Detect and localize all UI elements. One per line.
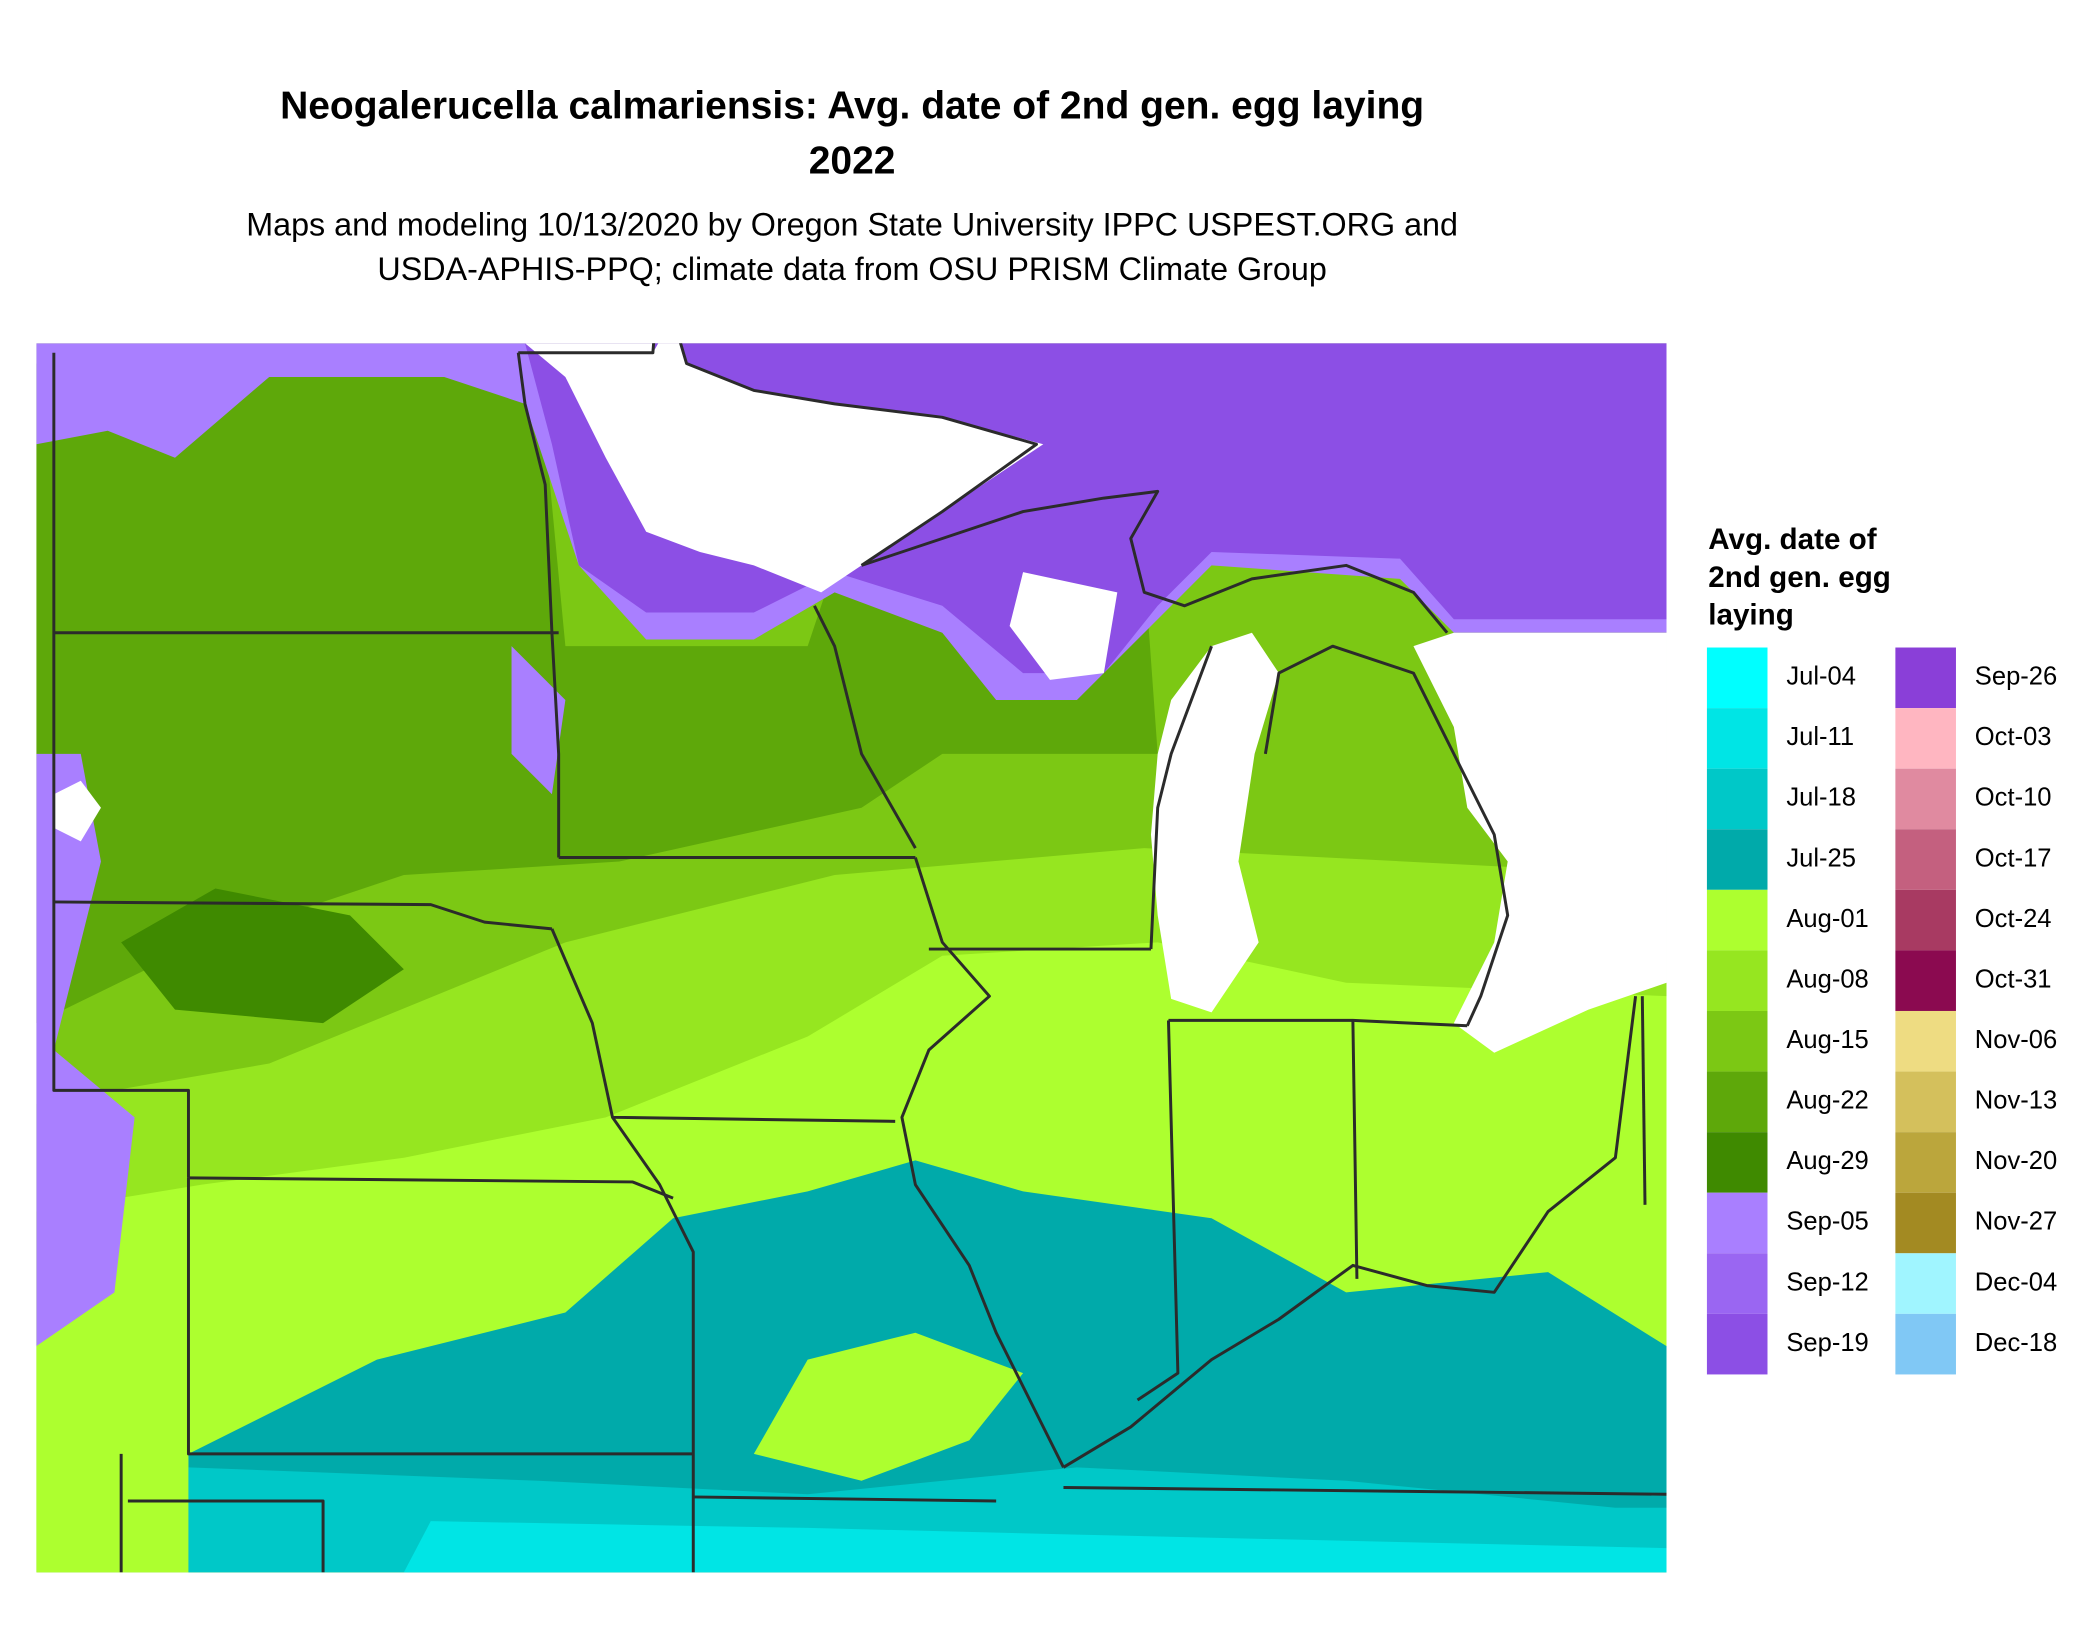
legend-swatch bbox=[1706, 1253, 1768, 1314]
outside-area bbox=[1009, 572, 1118, 680]
legend-swatch bbox=[1706, 1313, 1768, 1375]
map-area bbox=[36, 343, 1667, 1573]
legend-swatch bbox=[1706, 829, 1768, 890]
legend-swatch bbox=[1895, 768, 1956, 830]
legend-swatch bbox=[1706, 1010, 1768, 1072]
border bbox=[693, 1495, 997, 1503]
border bbox=[52, 352, 190, 1178]
legend-label: Aug-22 bbox=[1786, 1087, 1868, 1115]
legend-swatch bbox=[1706, 950, 1768, 1011]
border bbox=[127, 1499, 325, 1573]
legend-swatch bbox=[1895, 647, 1956, 709]
border bbox=[1640, 996, 1647, 1205]
border bbox=[518, 343, 1039, 567]
legend-label: Sep-26 bbox=[1975, 663, 2057, 691]
border bbox=[1351, 1020, 1359, 1279]
legend-label: Sep-05 bbox=[1786, 1208, 1868, 1236]
zone bbox=[403, 1521, 1667, 1573]
map-title: Neogalerucella calmariensis: Avg. date o… bbox=[280, 84, 1424, 127]
legend: Avg. date of 2nd gen. egg laying Jul-04 J… bbox=[1706, 523, 2057, 1375]
legend-swatch bbox=[1706, 708, 1768, 769]
legend-label: Sep-19 bbox=[1786, 1329, 1868, 1357]
lake bbox=[1150, 632, 1279, 1013]
legend-swatch bbox=[1895, 1132, 1956, 1193]
legend-label: Oct-24 bbox=[1975, 905, 2052, 933]
legend-title: Avg. date of bbox=[1708, 523, 1876, 556]
legend-label: Sep-12 bbox=[1786, 1268, 1868, 1296]
legend-label: Nov-27 bbox=[1975, 1208, 2057, 1236]
legend-label: Oct-17 bbox=[1975, 844, 2052, 872]
legend-swatch bbox=[1895, 1071, 1956, 1133]
border bbox=[900, 857, 1065, 1468]
zone bbox=[36, 363, 1158, 1024]
map-subtitle: USDA-APHIS-PPQ; climate data from OSU PR… bbox=[377, 251, 1326, 287]
legend-label: Jul-25 bbox=[1786, 844, 1856, 872]
map-subtitle: Maps and modeling 10/13/2020 by Oregon S… bbox=[246, 207, 1458, 243]
legend-label: Aug-08 bbox=[1786, 965, 1868, 993]
outside-area bbox=[53, 780, 101, 842]
legend-label: Oct-10 bbox=[1975, 784, 2052, 812]
border bbox=[1263, 644, 1510, 1027]
legend-swatch bbox=[1706, 889, 1768, 951]
legend-swatch bbox=[1706, 1071, 1768, 1133]
legend-swatch bbox=[1895, 889, 1956, 951]
border bbox=[1062, 995, 1638, 1469]
legend-label: Jul-18 bbox=[1786, 784, 1856, 812]
legend-swatch bbox=[1895, 1253, 1956, 1314]
legend-swatch bbox=[1895, 1010, 1956, 1072]
legend-swatch bbox=[1895, 708, 1956, 769]
border bbox=[186, 1177, 694, 1456]
legend-label: Nov-06 bbox=[1975, 1026, 2057, 1054]
border bbox=[861, 489, 1449, 634]
legend-label: Nov-20 bbox=[1975, 1147, 2057, 1175]
border bbox=[813, 605, 917, 849]
legend-label: Jul-04 bbox=[1786, 663, 1856, 691]
legend-label: Oct-03 bbox=[1975, 723, 2052, 751]
border bbox=[53, 900, 553, 931]
legend-label: Oct-31 bbox=[1975, 965, 2052, 993]
border bbox=[1168, 1018, 1468, 1028]
legend-swatch bbox=[1895, 1313, 1956, 1375]
legend-swatch bbox=[1706, 1192, 1768, 1254]
legend-title: 2nd gen. egg bbox=[1708, 561, 1891, 594]
legend-swatch bbox=[1895, 950, 1956, 1011]
legend-label: Dec-18 bbox=[1975, 1329, 2057, 1357]
zone bbox=[511, 646, 566, 795]
legend-label: Aug-29 bbox=[1786, 1147, 1868, 1175]
legend-label: Aug-01 bbox=[1786, 905, 1868, 933]
border bbox=[1136, 1020, 1180, 1402]
legend-swatch bbox=[1706, 1132, 1768, 1193]
border bbox=[188, 1176, 674, 1200]
legend-swatch bbox=[1706, 647, 1768, 709]
border bbox=[611, 1116, 695, 1573]
border bbox=[516, 352, 561, 858]
legend-swatch bbox=[1706, 768, 1768, 830]
legend-swatch bbox=[1895, 829, 1956, 890]
zone bbox=[121, 888, 404, 1024]
legend-label: Nov-13 bbox=[1975, 1087, 2057, 1115]
legend-swatch bbox=[1895, 1192, 1956, 1254]
border bbox=[550, 928, 896, 1123]
legend-label: Jul-11 bbox=[1786, 723, 1854, 751]
map-title-year: 2022 bbox=[809, 140, 896, 183]
legend-label: Aug-15 bbox=[1786, 1026, 1868, 1054]
border bbox=[1149, 645, 1213, 950]
outside-area bbox=[1413, 632, 1667, 1053]
legend-label: Dec-04 bbox=[1975, 1268, 2057, 1296]
legend-title: laying bbox=[1708, 599, 1794, 632]
border bbox=[1063, 1486, 1667, 1496]
zone bbox=[753, 1332, 1024, 1481]
